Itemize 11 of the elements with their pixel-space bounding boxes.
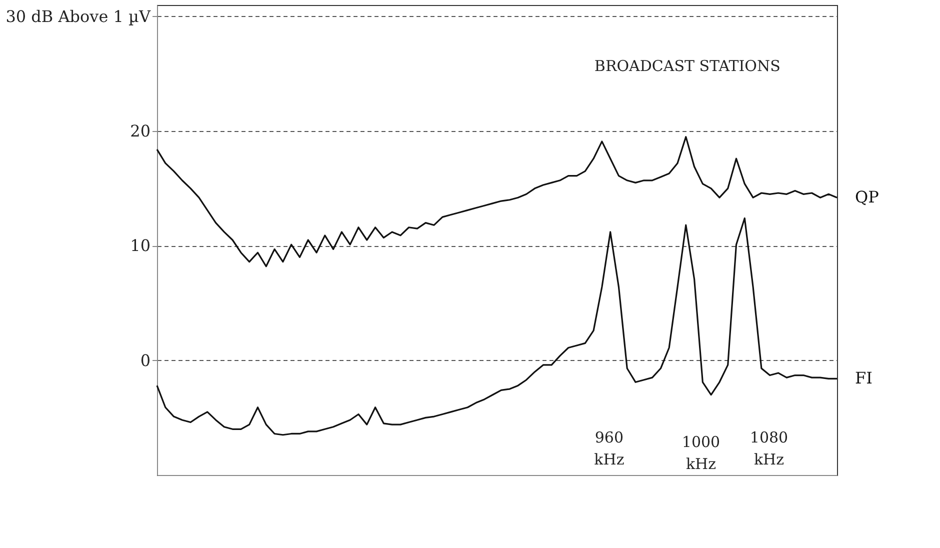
y-tick-label: 30 dB Above 1 µV [6, 6, 151, 26]
y-tick-label: 20 [130, 122, 150, 141]
y-tick-label: 10 [130, 236, 150, 256]
y-tick-label: 0 [140, 350, 150, 370]
annotation: BROADCAST STATIONS [594, 57, 780, 76]
annotation: 960 kHz [594, 428, 624, 468]
series-label: FI [855, 368, 872, 388]
series-label: QP [855, 188, 880, 207]
line-series [156, 136, 838, 268]
annotation: 1080 kHz [750, 428, 788, 468]
annotation: 1000 kHz [682, 433, 720, 474]
